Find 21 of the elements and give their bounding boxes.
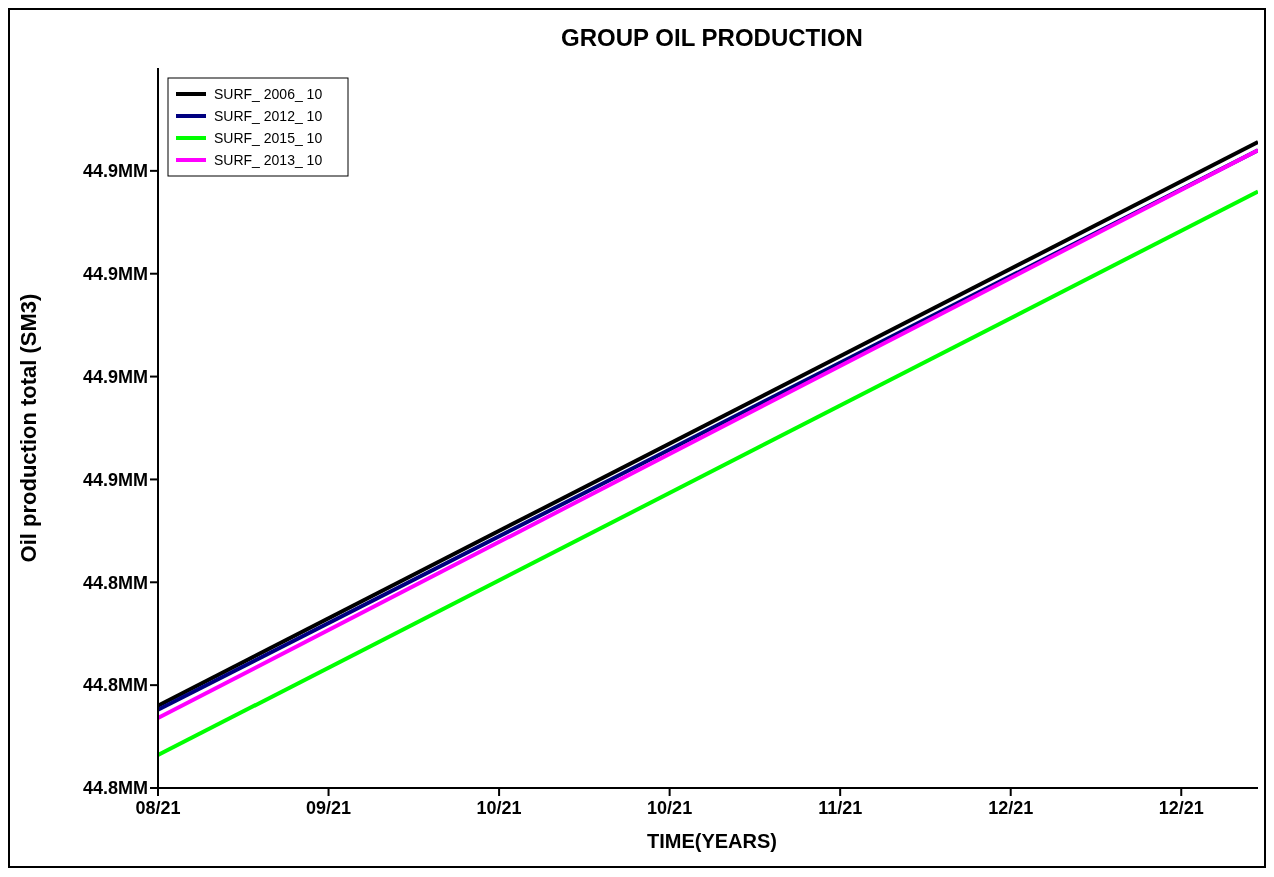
y-tick-label: 44.8MM bbox=[82, 675, 148, 696]
y-tick-label: 44.9MM bbox=[82, 469, 148, 490]
legend-label: SURF_ 2013_ 10 bbox=[214, 151, 323, 168]
x-tick-label: 09/21 bbox=[306, 798, 352, 818]
legend-label: SURF_ 2015_ 10 bbox=[214, 129, 323, 146]
y-tick-label: 44.9MM bbox=[82, 366, 148, 387]
y-axis-title: Oil production total (SM3) bbox=[16, 293, 41, 563]
x-tick-label: 12/21 bbox=[1158, 798, 1204, 818]
y-tick-label: 44.8MM bbox=[82, 572, 148, 593]
y-tick-label: 44.9MM bbox=[82, 161, 148, 182]
x-tick-label: 11/21 bbox=[818, 798, 863, 818]
legend-label: SURF_ 2012_ 10 bbox=[214, 107, 323, 124]
y-tick-label: 44.8MM bbox=[82, 778, 148, 799]
x-axis-title: TIME(YEARS) bbox=[647, 830, 777, 852]
x-tick-label: 08/21 bbox=[135, 798, 181, 818]
x-tick-label: 10/21 bbox=[647, 798, 693, 818]
x-tick-label: 12/21 bbox=[988, 798, 1034, 818]
y-tick-label: 44.9MM bbox=[82, 264, 148, 285]
x-tick-label: 10/21 bbox=[476, 798, 522, 818]
chart-title: GROUP OIL PRODUCTION bbox=[561, 24, 863, 51]
legend-label: SURF_ 2006_ 10 bbox=[214, 85, 323, 102]
